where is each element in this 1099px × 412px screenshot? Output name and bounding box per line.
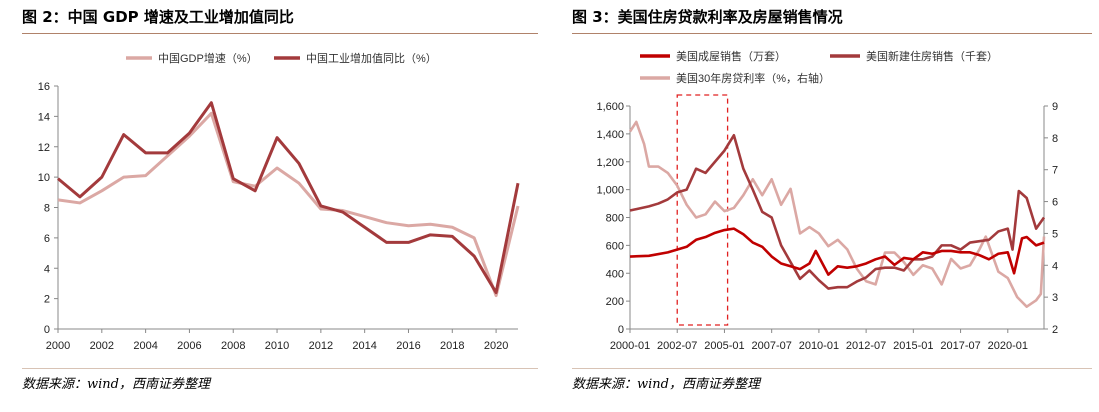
x-tick-label: 2008 [221, 340, 245, 352]
x-tick-label: 2000 [46, 340, 70, 352]
x-tick-label: 2010-01 [799, 340, 839, 352]
y-right-tick-label: 9 [1052, 101, 1058, 113]
x-tick-label: 2012 [309, 340, 333, 352]
x-tick-label: 2002 [90, 340, 114, 352]
series-line-new-sales [629, 133, 1046, 290]
legend-label: 美国30年房贷利率（%，右轴） [676, 71, 830, 85]
y-left-tick-label: 1,200 [596, 157, 624, 169]
y-right-tick-label: 4 [1052, 260, 1058, 272]
x-tick-label: 2004 [133, 340, 157, 352]
y-left-tick-label: 200 [606, 296, 624, 308]
legend-label: 中国GDP增速（%） [158, 51, 258, 65]
y-left-tick-label: 600 [606, 240, 624, 252]
y-tick-label: 8 [44, 203, 50, 215]
title-rule [572, 33, 1092, 34]
chart-title: 图 2：中国 GDP 增速及工业增加值同比 [22, 8, 294, 26]
source-note: 数据来源：wind，西南证券整理 [22, 377, 210, 392]
y-tick-label: 16 [38, 81, 50, 93]
x-tick-label: 2005-01 [704, 340, 744, 352]
y-left-tick-label: 1,400 [596, 129, 624, 141]
x-tick-label: 2007-07 [751, 340, 791, 352]
x-tick-label: 2006 [177, 340, 201, 352]
x-tick-label: 2014 [352, 340, 376, 352]
x-tick-label: 2002-07 [657, 340, 697, 352]
y-tick-label: 10 [38, 172, 50, 184]
y-left-tick-label: 400 [606, 268, 624, 280]
y-tick-label: 12 [38, 142, 50, 154]
bottom-rule [572, 368, 1092, 369]
legend-label: 美国成屋销售（万套） [676, 49, 786, 63]
y-left-tick-label: 800 [606, 213, 624, 225]
y-tick-label: 14 [38, 111, 50, 123]
series-line-gdp [57, 111, 520, 298]
x-tick-label: 2016 [396, 340, 420, 352]
highlight-box [676, 94, 729, 326]
y-left-tick-label: 1,600 [596, 101, 624, 113]
x-tick-label: 2010 [265, 340, 289, 352]
y-right-tick-label: 2 [1052, 324, 1058, 336]
legend-label: 美国新建住房销售（千套） [866, 49, 998, 63]
y-left-tick-label: 0 [618, 324, 624, 336]
y-tick-label: 0 [44, 324, 50, 336]
y-tick-label: 2 [44, 294, 50, 306]
y-tick-label: 6 [44, 233, 50, 245]
x-tick-label: 2000-01 [610, 340, 650, 352]
y-right-tick-label: 5 [1052, 228, 1058, 240]
series-line-existing-sales [629, 227, 1045, 276]
x-tick-label: 2018 [440, 340, 464, 352]
series-line-industrial [57, 101, 520, 295]
y-left-tick-label: 1,000 [596, 185, 624, 197]
y-right-tick-label: 6 [1052, 197, 1058, 209]
y-right-tick-label: 3 [1052, 292, 1058, 304]
chart-title: 图 3：美国住房贷款利率及房屋销售情况 [572, 8, 843, 26]
y-tick-label: 4 [44, 263, 50, 275]
series-line-mortgage-rate [628, 120, 1046, 309]
chart-panel-gdp: 图 2：中国 GDP 增速及工业增加值同比 0 2 4 6 8 10 12 14 16 2000 2… [0, 0, 540, 412]
x-tick-label: 2017-07 [940, 340, 980, 352]
y-right-tick-label: 8 [1052, 133, 1058, 145]
title-rule [22, 33, 538, 34]
housing-chart: 0 200 400 600 800 1,000 1,200 1,400 1,600 2 3 4 5 6 7 8… [596, 49, 1058, 352]
x-tick-label: 2020-01 [988, 340, 1028, 352]
x-tick-label: 2012-07 [846, 340, 886, 352]
chart-panel-housing: 图 3：美国住房贷款利率及房屋销售情况 0 200 400 600 800 1,000 1,… [560, 0, 1099, 412]
bottom-rule [22, 368, 538, 369]
gdp-chart: 0 2 4 6 8 10 12 14 16 2000 2002 2004 2006 2008 2010 201… [38, 51, 520, 352]
x-tick-label: 2015-01 [893, 340, 933, 352]
x-tick-label: 2020 [484, 340, 508, 352]
legend-label: 中国工业增加值同比（%） [306, 51, 437, 65]
source-note: 数据来源：wind，西南证券整理 [572, 377, 760, 392]
y-right-tick-label: 7 [1052, 165, 1058, 177]
